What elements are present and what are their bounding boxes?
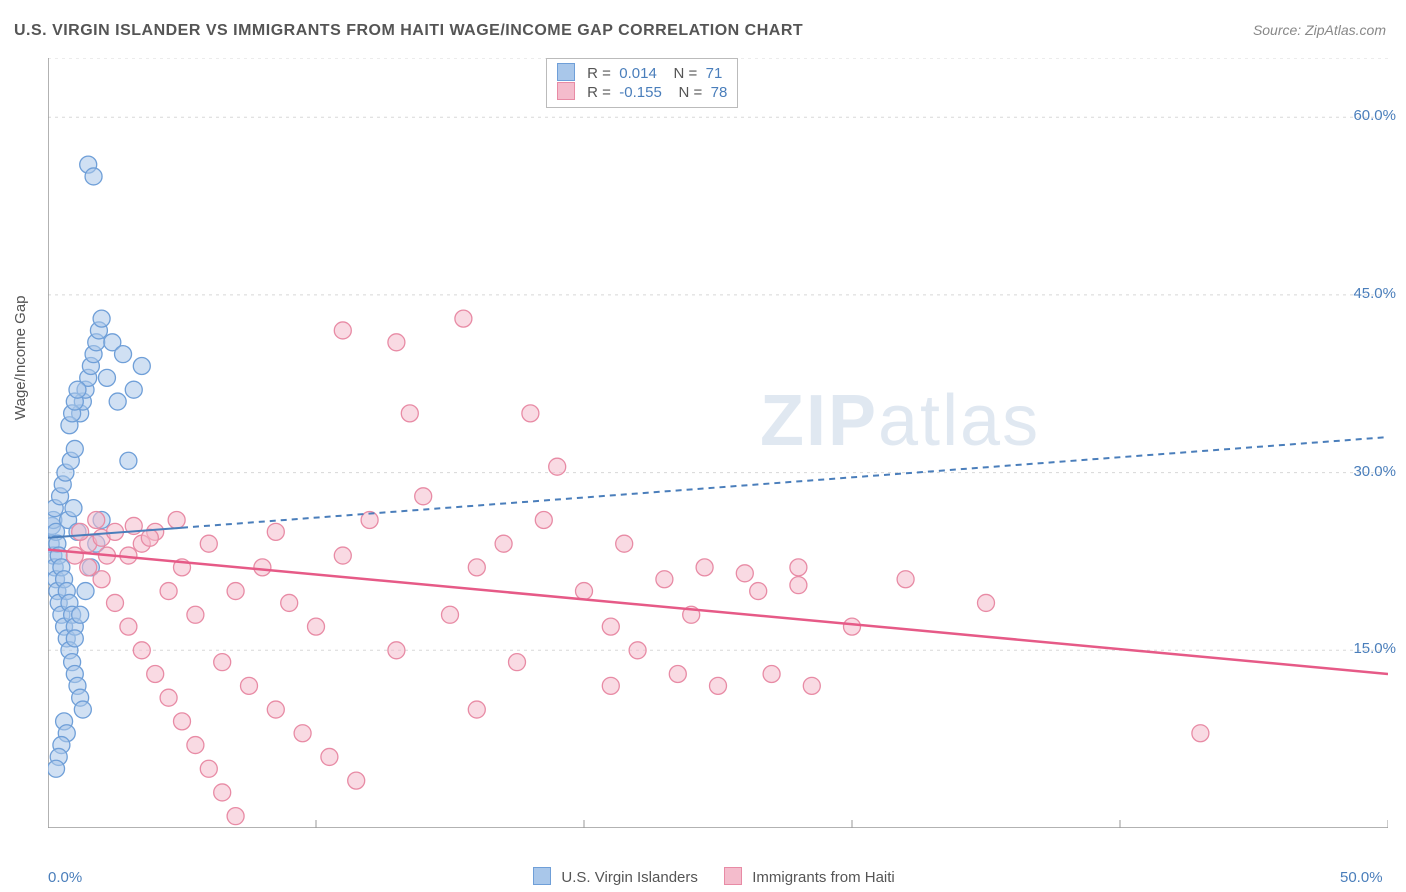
legend-swatch-series1 xyxy=(533,867,551,885)
scatter-chart xyxy=(48,58,1388,828)
bottom-legend: U.S. Virgin Islanders Immigrants from Ha… xyxy=(0,867,1406,886)
r-label: R = xyxy=(587,65,611,82)
y-tick-label: 45.0% xyxy=(1353,285,1396,302)
r-value-series1: 0.014 xyxy=(619,65,657,82)
correlation-stats-box: R = 0.014 N = 71 R = -0.155 N = 78 xyxy=(546,58,738,108)
legend-label-series1: U.S. Virgin Islanders xyxy=(561,869,697,886)
y-axis-label: Wage/Income Gap xyxy=(12,295,29,420)
n-value-series1: 71 xyxy=(706,65,723,82)
y-tick-label: 60.0% xyxy=(1353,107,1396,124)
n-label: N = xyxy=(679,84,703,101)
source-attribution: Source: ZipAtlas.com xyxy=(1253,22,1386,38)
legend-label-series2: Immigrants from Haiti xyxy=(752,869,895,886)
x-tick-label: 50.0% xyxy=(1340,869,1383,886)
chart-title: U.S. VIRGIN ISLANDER VS IMMIGRANTS FROM … xyxy=(14,22,803,40)
legend-swatch-series2 xyxy=(557,82,575,100)
stats-row-series1: R = 0.014 N = 71 xyxy=(557,63,727,82)
stats-row-series2: R = -0.155 N = 78 xyxy=(557,82,727,101)
n-label: N = xyxy=(674,65,698,82)
n-value-series2: 78 xyxy=(711,84,728,101)
r-value-series2: -0.155 xyxy=(619,84,662,101)
r-label: R = xyxy=(587,84,611,101)
x-tick-label: 0.0% xyxy=(48,869,82,886)
legend-swatch-series2 xyxy=(724,867,742,885)
legend-swatch-series1 xyxy=(557,63,575,81)
y-tick-label: 30.0% xyxy=(1353,463,1396,480)
y-tick-label: 15.0% xyxy=(1353,640,1396,657)
